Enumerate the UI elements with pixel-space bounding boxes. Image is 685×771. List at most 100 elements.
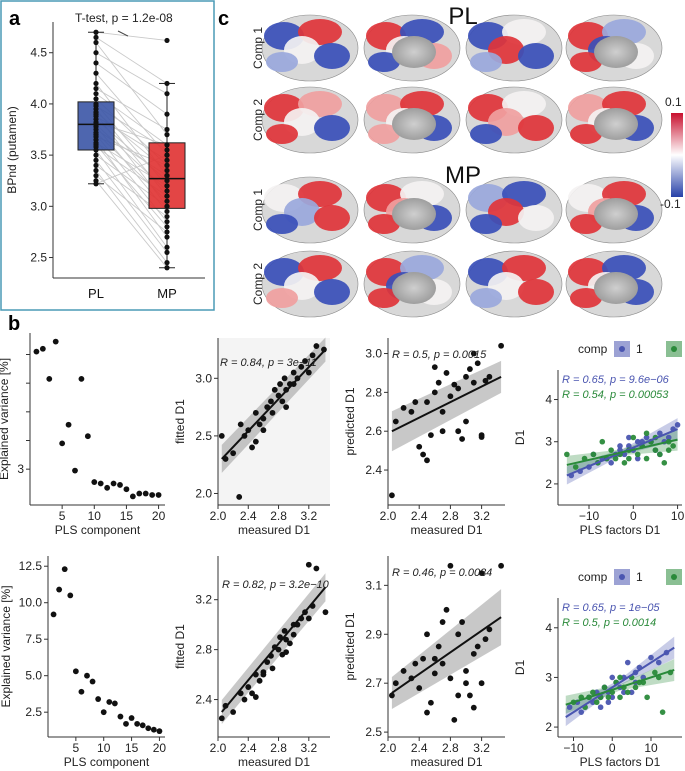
plot-b1: 5 10 15 20 3 PLS component Explained variance …: [0, 333, 166, 537]
data-point: [237, 690, 244, 697]
brain-region: [368, 124, 400, 144]
point-pl: [93, 29, 99, 35]
title-pointer: [117, 30, 129, 37]
brain-surface: [363, 176, 461, 244]
paired-line: [95, 159, 168, 253]
data-point: [305, 561, 312, 568]
data-point: [271, 386, 278, 393]
data-point: [241, 432, 248, 439]
data-point: [447, 393, 454, 400]
point-comp2: [593, 699, 600, 706]
y-tick-label: 2.9: [365, 627, 382, 641]
brain-surface: [565, 14, 663, 82]
brain-region: [470, 288, 502, 308]
data-point: [443, 606, 450, 613]
data-point: [392, 418, 399, 425]
panel-a-boxplot: 2.5 3.0 3.5 4.0 4.5 PL MP BPnd (putamen) T-test,…: [5, 11, 205, 301]
data-point: [260, 415, 267, 422]
data-point: [322, 609, 329, 616]
point-comp1: [643, 434, 650, 441]
x-tick-label: 5: [73, 741, 80, 755]
brain-medial-wall: [392, 108, 436, 140]
data-point: [294, 621, 301, 628]
x-tick-label: −10: [579, 509, 600, 523]
point-mp: [164, 265, 170, 271]
brain-medial-wall: [392, 198, 436, 230]
y-tick-label: 2.5: [30, 251, 47, 265]
data-point: [428, 432, 434, 438]
y-tick-label: 2.6: [365, 424, 382, 438]
x-tick-label: 2.8: [442, 741, 459, 755]
ttest-title: T-test, p = 1.2e-08: [75, 11, 173, 25]
x-tick-label: 3.2: [300, 741, 317, 755]
data-point: [222, 702, 229, 709]
x-tick-label: 2.4: [240, 741, 257, 755]
data-point: [39, 345, 46, 352]
data-point: [123, 486, 130, 493]
data-point: [290, 381, 297, 387]
point-mp: [164, 178, 170, 184]
point-comp1: [628, 689, 635, 696]
colorbar-max-label: 0.1: [665, 95, 682, 109]
point-comp2: [665, 447, 672, 453]
colorbar-min-label: -0.1: [660, 197, 681, 211]
data-point: [459, 619, 465, 625]
brain-region: [266, 52, 298, 72]
x-tick-label: 2.4: [411, 741, 428, 755]
paired-line: [95, 88, 168, 130]
data-point: [260, 427, 267, 434]
brain-region: [570, 288, 602, 308]
brain-surface: [261, 176, 359, 244]
y-tick-label: 2.8: [365, 385, 382, 399]
data-point: [305, 615, 312, 622]
data-point: [249, 690, 255, 697]
data-point: [128, 715, 135, 721]
y-tick-label: 4: [545, 393, 552, 407]
data-point: [455, 385, 462, 392]
regression-line-comp1: [565, 646, 675, 718]
data-point: [155, 492, 162, 498]
data-point: [279, 398, 286, 405]
point-comp2: [634, 451, 641, 458]
point-mp: [164, 111, 170, 117]
data-point: [416, 443, 423, 450]
x-tick-label: 20: [152, 509, 166, 523]
data-point: [478, 432, 485, 438]
point-comp2: [624, 689, 631, 696]
data-point: [309, 603, 316, 609]
y-tick-label: 2.0: [195, 486, 212, 500]
data-point: [59, 440, 66, 447]
data-point: [420, 451, 426, 458]
legend-dot: [619, 574, 625, 580]
data-point: [95, 696, 102, 702]
data-point: [431, 364, 438, 371]
data-point: [313, 565, 320, 572]
y-axis-label: Explained variance [%]: [0, 585, 13, 707]
data-point: [277, 634, 283, 641]
point-comp2: [572, 464, 579, 470]
correlation-annotation: R = 0.84, p = 3e−11: [220, 357, 317, 369]
x-tick-label: 10: [671, 509, 685, 523]
data-point: [136, 490, 143, 497]
data-point: [439, 428, 446, 435]
point-mp: [164, 126, 170, 133]
correlation-annotation: R = 0.5, p = 0.0014: [562, 617, 656, 629]
data-point: [455, 692, 462, 699]
brain-surface: [465, 176, 563, 244]
point-mp: [164, 260, 170, 266]
point-pl: [93, 60, 99, 66]
x-tick-label: 2.8: [270, 741, 287, 755]
data-point: [470, 350, 477, 357]
correlation-annotation: R = 0.65, p = 9.6e−06: [562, 374, 670, 386]
group-title-pl: PL: [448, 3, 477, 30]
data-point: [46, 375, 53, 382]
brain-surface: [261, 86, 359, 154]
x-tick-label: 2.0: [380, 741, 397, 755]
correlation-annotation: R = 0.54, p = 0.00053: [562, 389, 669, 401]
brain-region: [266, 288, 298, 308]
y-tick-label: 2.7: [365, 676, 382, 690]
x-tick-label: PL: [88, 286, 104, 301]
data-point: [149, 492, 156, 498]
